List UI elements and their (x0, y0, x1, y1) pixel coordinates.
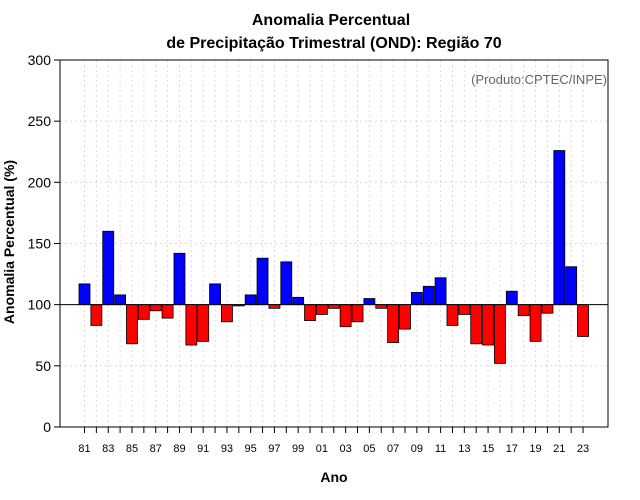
y-tick-label-1: 50 (35, 358, 51, 374)
x-tick-label-99: 99 (292, 443, 304, 455)
x-tick-label-01: 01 (316, 443, 328, 455)
x-tick-label-81: 81 (78, 443, 90, 455)
bar-98 (280, 261, 293, 306)
bar-20 (541, 304, 554, 314)
chart-title: Anomalia Percentual (252, 12, 410, 29)
credit-text: (Produto:CPTEC/INPE) (471, 72, 607, 87)
x-tick-label-87: 87 (150, 443, 162, 455)
bar-11 (434, 277, 447, 306)
bar-93 (221, 304, 233, 323)
bar-01 (315, 304, 328, 315)
bar-18 (517, 304, 530, 317)
bar-89 (173, 252, 186, 306)
bar-17 (505, 290, 518, 306)
x-tick-label-07: 07 (387, 443, 399, 455)
bar-22 (565, 266, 578, 306)
bar-82 (90, 304, 103, 326)
y-tick-label-4: 200 (28, 174, 52, 190)
bar-06 (375, 304, 388, 309)
y-tick-label-6: 300 (28, 52, 52, 68)
bar-86 (137, 304, 150, 320)
bar-84 (114, 294, 127, 306)
bar-96 (256, 257, 269, 306)
y-tick-label-5: 250 (28, 113, 52, 129)
x-axis-label: Ano (320, 469, 347, 485)
bar-02 (327, 304, 340, 309)
x-axis: 81 83 85 87 89 91 93 95 97 99 01 03 05 07 09 11 13 15 17 19… (78, 427, 589, 455)
x-tick-label-09: 09 (411, 443, 423, 455)
x-tick-label-17: 17 (506, 443, 518, 455)
bar-12 (446, 304, 459, 326)
bar-21 (553, 150, 566, 306)
x-tick-label-05: 05 (363, 443, 375, 455)
bar-97 (268, 304, 281, 309)
bar-95 (244, 294, 257, 306)
bar-00 (304, 304, 316, 321)
x-tick-label-21: 21 (553, 443, 565, 455)
x-tick-label-19: 19 (529, 443, 541, 455)
x-tick-label-93: 93 (221, 443, 233, 455)
x-tick-label-91: 91 (197, 443, 209, 455)
x-tick-label-83: 83 (102, 443, 114, 455)
bar-23 (577, 304, 589, 337)
bar-15 (482, 304, 494, 346)
x-tick-label-13: 13 (458, 443, 470, 455)
bar-90 (185, 304, 198, 346)
x-tick-label-23: 23 (577, 443, 589, 455)
y-tick-label-3: 150 (28, 236, 52, 252)
bar-09 (410, 292, 423, 306)
bar-85 (126, 304, 138, 345)
bar-91 (197, 304, 210, 342)
bar-83 (102, 230, 115, 306)
bar-03 (339, 304, 352, 328)
x-tick-label-85: 85 (126, 443, 138, 455)
bars (78, 150, 589, 364)
x-tick-label-15: 15 (482, 443, 494, 455)
y-axis-label: Anomalia Percentual (%) (1, 160, 17, 324)
x-tick-label-11: 11 (435, 443, 446, 455)
bar-08 (399, 304, 411, 330)
x-tick-label-89: 89 (173, 443, 185, 455)
x-tick-label-03: 03 (340, 443, 352, 455)
y-axis: 0 50 100 150 200 250 300 (28, 52, 60, 435)
y-tick-label-0: 0 (43, 419, 51, 435)
bar-07 (387, 304, 400, 343)
bar-87 (149, 304, 162, 312)
bar-99 (292, 296, 305, 306)
bar-81 (78, 283, 91, 306)
bar-05 (363, 298, 376, 306)
x-tick-label-97: 97 (268, 443, 280, 455)
bar-19 (529, 304, 542, 342)
bar-04 (351, 304, 364, 323)
bar-92 (209, 283, 221, 306)
bar-16 (494, 304, 506, 364)
bar-13 (458, 304, 471, 315)
grid-lines (60, 59, 608, 428)
bar-10 (422, 285, 435, 306)
chart-subtitle: de Precipitação Trimestral (OND): Região… (166, 35, 501, 52)
bar-14 (470, 304, 483, 345)
bar-88 (161, 304, 174, 319)
x-tick-label-95: 95 (245, 443, 257, 455)
y-tick-label-2: 100 (28, 297, 52, 313)
